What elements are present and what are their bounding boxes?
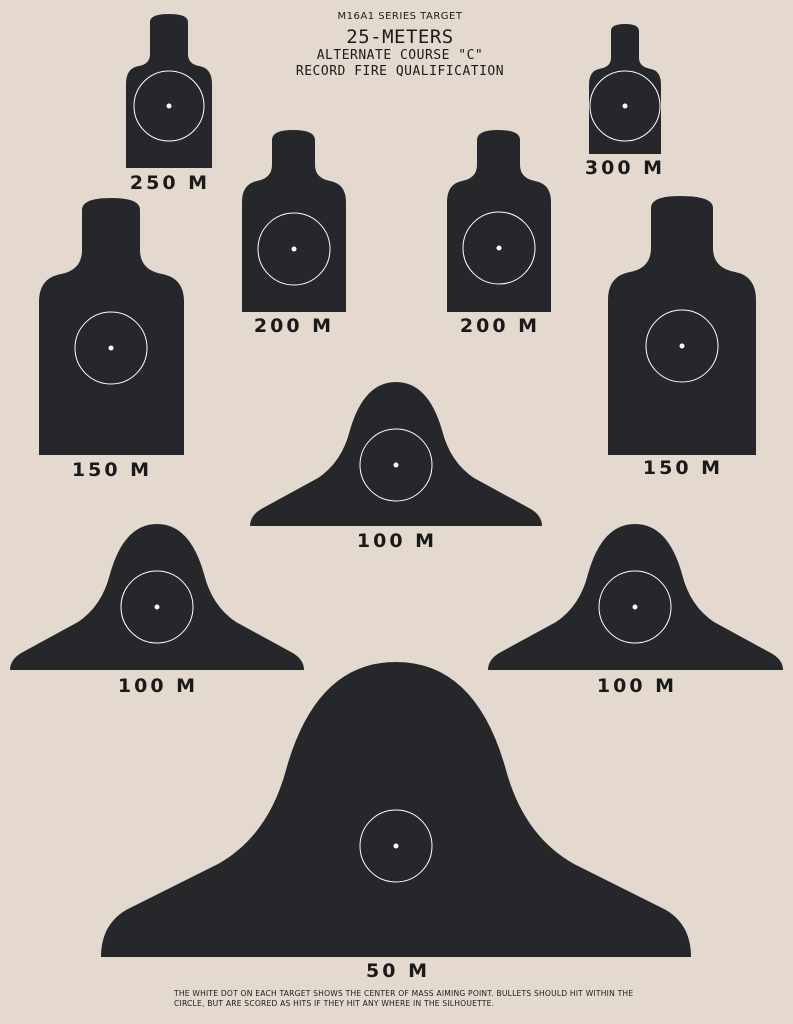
silhouette-300m [589,24,661,154]
target-100m-right [488,524,783,670]
target-50m [101,662,691,957]
aiming-dot [632,604,638,610]
silhouette-100m-center [250,382,542,526]
range-label-150m-left: 150 M [71,459,153,481]
series-title: M16A1 SERIES TARGET [337,11,463,22]
silhouette-100m-left [10,524,304,670]
aiming-circle [462,211,536,285]
aiming-dot [393,462,399,468]
qualification-title: RECORD FIRE QUALIFICATION [295,64,505,79]
aiming-circle [598,570,672,644]
range-label-100m-left: 100 M [117,675,199,697]
aiming-circle [257,212,331,286]
target-250m [126,14,212,168]
aiming-dot [622,103,628,109]
distance-title: 25-METERS [346,26,454,48]
range-label-300m: 300 M [584,157,666,179]
target-150m-left [39,198,184,455]
silhouette-150m-left [39,198,184,455]
aiming-dot [679,343,685,349]
target-300m [589,24,661,154]
range-label-200m-right: 200 M [459,315,541,337]
aiming-circle [359,809,433,883]
aiming-dot [393,843,399,849]
range-label-100m-center: 100 M [356,530,438,552]
silhouette-200m-left [242,130,346,312]
silhouette-100m-right [488,524,783,670]
target-200m-right [447,130,551,312]
aiming-dot [108,345,114,351]
target-100m-left [10,524,304,670]
target-150m-right [608,196,756,455]
aiming-dot [291,246,297,252]
aiming-circle [589,70,661,142]
silhouette-200m-right [447,130,551,312]
silhouette-250m [126,14,212,168]
aiming-circle [645,309,719,383]
aiming-circle [133,70,205,142]
range-label-250m: 250 M [129,172,211,194]
target-100m-center [250,382,542,526]
range-label-100m-right: 100 M [596,675,678,697]
aiming-circle [120,570,194,644]
aiming-dot [154,604,160,610]
aiming-dot [166,103,172,109]
course-title: ALTERNATE COURSE "C" [316,48,484,63]
aiming-dot [496,245,502,251]
range-label-200m-left: 200 M [253,315,335,337]
instructions-footnote: THE WHITE DOT ON EACH TARGET SHOWS THE C… [174,989,634,1008]
silhouette-150m-right [608,196,756,455]
range-label-50m: 50 M [366,960,430,982]
aiming-circle [359,428,433,502]
range-label-150m-right: 150 M [642,457,724,479]
target-200m-left [242,130,346,312]
aiming-circle [74,311,148,385]
